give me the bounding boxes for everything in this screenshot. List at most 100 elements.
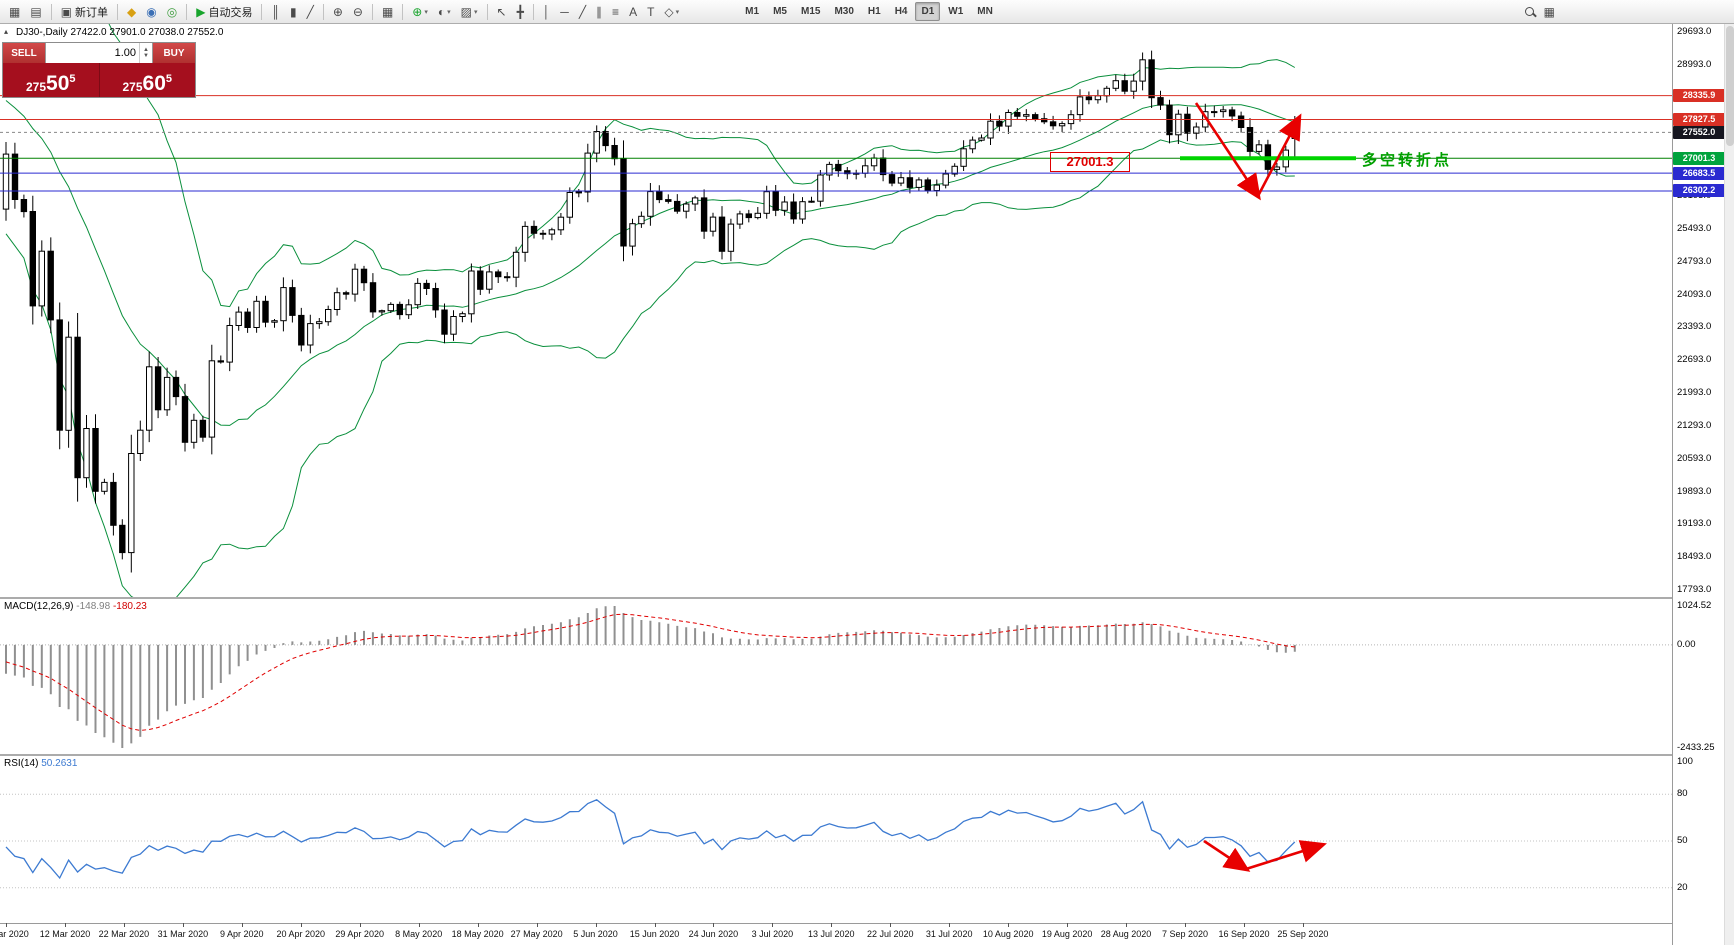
channel-icon: ∥ bbox=[596, 4, 603, 19]
pane-separator[interactable] bbox=[0, 597, 1672, 599]
channel-button[interactable]: ∥ bbox=[592, 2, 606, 22]
macd-axis-label: 1024.52 bbox=[1677, 600, 1712, 611]
time-axis-label: 8 May 2020 bbox=[395, 929, 443, 939]
chart-profiles-button[interactable]: ▤ bbox=[26, 2, 45, 22]
timeframe-mn[interactable]: MN bbox=[977, 6, 993, 17]
price-axis-border bbox=[1672, 24, 1673, 945]
toolbar-right: ▦ bbox=[1520, 2, 1560, 22]
price-annotation-box[interactable]: 27001.3 bbox=[1050, 152, 1130, 172]
timeframe-m15[interactable]: M15 bbox=[800, 6, 821, 17]
horizontal-lines[interactable] bbox=[0, 95, 1672, 192]
periods-icon: ◐ bbox=[437, 4, 446, 19]
volume-spinner[interactable]: ▲ ▼ bbox=[139, 43, 152, 63]
price-axis-label: 28993.0 bbox=[1677, 59, 1712, 70]
time-axis[interactable] bbox=[0, 923, 1672, 945]
fibonacci-icon: ≡ bbox=[612, 4, 620, 19]
toolbar-buttons: ▦ ▤ ▣ 新订单 ◆ ◉ ◎ ▶ 自动交易 ║ ▮ ╱ ⊕ ⊖ ▦ ⊕ ▾ ◐ ▾ ▨ ▾ ↖ ╋ │ ─ ╱ ∥ ≡ A T ◇ ▾ bbox=[4, 2, 684, 22]
spin-down-icon[interactable]: ▼ bbox=[143, 53, 149, 59]
indicators-icon: ⊕ bbox=[412, 4, 423, 19]
price-axis-label: 22693.0 bbox=[1677, 354, 1712, 365]
price-marker-badge: 26302.2 bbox=[1673, 184, 1725, 197]
macd-pane-label: MACD(12,26,9) -148.98 -180.23 bbox=[4, 601, 147, 612]
scrollbar-thumb[interactable] bbox=[1726, 26, 1734, 146]
macd-axis-label: -2433.25 bbox=[1677, 742, 1715, 753]
candlestick-chart-button[interactable]: ▮ bbox=[286, 2, 301, 22]
price-marker-badge: 26683.5 bbox=[1673, 167, 1725, 180]
price-axis-label: 20593.0 bbox=[1677, 453, 1712, 464]
toolbar-separator bbox=[117, 3, 119, 20]
turning-point-label[interactable]: 多空转折点 bbox=[1362, 152, 1453, 169]
time-axis-tick bbox=[300, 923, 302, 927]
timeframe-m1[interactable]: M1 bbox=[745, 6, 760, 17]
price-axis-label: 19193.0 bbox=[1677, 518, 1712, 529]
label-icon: T bbox=[647, 4, 655, 19]
time-axis-label: 31 Jul 2020 bbox=[925, 929, 973, 939]
time-axis-label: 22 Mar 2020 bbox=[98, 929, 150, 939]
zoom-in-button[interactable]: ⊕ bbox=[329, 2, 347, 22]
price-axis-label: 24093.0 bbox=[1677, 289, 1712, 300]
horizontal-line-button[interactable]: ─ bbox=[556, 2, 573, 22]
timeframe-w1[interactable]: W1 bbox=[948, 6, 964, 17]
cursor-button[interactable]: ↖ bbox=[493, 2, 511, 22]
timeframe-h1[interactable]: H1 bbox=[867, 6, 881, 17]
timeframe-m5[interactable]: M5 bbox=[773, 6, 787, 17]
rsi-axis-label: 50 bbox=[1677, 835, 1688, 846]
fibonacci-button[interactable]: ≡ bbox=[608, 2, 623, 22]
timeframe-m30[interactable]: M30 bbox=[834, 6, 854, 17]
toolbar-separator bbox=[186, 3, 188, 20]
text-button[interactable]: A bbox=[625, 2, 641, 22]
time-axis-label: 18 May 2020 bbox=[451, 929, 504, 939]
time-axis-label: 24 Jun 2020 bbox=[688, 929, 739, 939]
rsi-axis-label: 80 bbox=[1677, 788, 1688, 799]
chevron-down-icon[interactable]: ▾ bbox=[473, 8, 478, 16]
collapse-quote-icon[interactable]: ▴ bbox=[4, 27, 9, 36]
indicators-button[interactable]: ⊕ ▾ bbox=[408, 2, 432, 22]
market-watch-icon: ◉ bbox=[146, 4, 157, 19]
line-chart-button[interactable]: ╱ bbox=[303, 2, 318, 22]
periods-button[interactable]: ◐ ▾ bbox=[434, 2, 455, 22]
buy-price[interactable]: 275 60 5 bbox=[122, 72, 172, 95]
vertical-line-button[interactable]: │ bbox=[539, 2, 555, 22]
scrollbar[interactable] bbox=[1724, 24, 1734, 945]
navigator-button[interactable]: ◎ bbox=[163, 2, 181, 22]
time-axis-tick bbox=[595, 923, 597, 927]
sell-button[interactable]: SELL bbox=[3, 43, 45, 63]
search-symbol-icon bbox=[1524, 7, 1534, 16]
pane-separator[interactable] bbox=[0, 754, 1672, 756]
new-order-button[interactable]: ▣ 新订单 bbox=[57, 2, 112, 22]
zoom-out-button[interactable]: ⊖ bbox=[349, 2, 367, 22]
time-axis-tick bbox=[6, 923, 7, 927]
price-axis-label: 21293.0 bbox=[1677, 420, 1712, 431]
toolbar-separator bbox=[261, 3, 263, 20]
templates-button[interactable]: ▨ ▾ bbox=[457, 2, 482, 22]
time-axis-tick bbox=[1244, 923, 1245, 927]
label-button[interactable]: T bbox=[643, 2, 658, 22]
bar-chart-button[interactable]: ║ bbox=[267, 2, 284, 22]
cursor-icon: ↖ bbox=[496, 4, 507, 19]
rsi-pane bbox=[0, 793, 1672, 889]
chevron-down-icon[interactable]: ▾ bbox=[424, 8, 428, 16]
tile-windows-button[interactable]: ▦ bbox=[378, 2, 397, 22]
time-axis-label: 4 Mar 2020 bbox=[0, 929, 29, 939]
chevron-down-icon[interactable]: ▾ bbox=[675, 8, 680, 16]
search-symbol-button[interactable] bbox=[1521, 2, 1538, 22]
time-axis-tick bbox=[1126, 923, 1127, 927]
crosshair-button[interactable]: ╋ bbox=[513, 2, 528, 22]
market-watch-button[interactable]: ◉ bbox=[142, 2, 160, 22]
shapes-button[interactable]: ◇ ▾ bbox=[660, 2, 683, 22]
volume-input[interactable]: 1.00 ▲ ▼ bbox=[45, 43, 153, 63]
buy-button[interactable]: BUY bbox=[153, 43, 195, 63]
favorites-button[interactable]: ◆ bbox=[123, 2, 140, 22]
chevron-down-icon[interactable]: ▾ bbox=[447, 8, 451, 16]
rsi-pane-label: RSI(14) 50.2631 bbox=[4, 758, 77, 769]
time-axis-label: 13 Jul 2020 bbox=[808, 929, 855, 939]
time-axis-label: 28 Aug 2020 bbox=[1100, 929, 1152, 939]
new-chart-button[interactable]: ▦ bbox=[5, 2, 24, 22]
autotrading-button[interactable]: ▶ 自动交易 bbox=[192, 2, 256, 22]
timeframe-h4[interactable]: H4 bbox=[894, 6, 908, 17]
trendline-button[interactable]: ╱ bbox=[575, 2, 590, 22]
timeframe-d1[interactable]: D1 bbox=[915, 2, 941, 21]
sell-price[interactable]: 275 50 5 bbox=[3, 63, 100, 97]
price-axis-label: 18493.0 bbox=[1677, 551, 1712, 562]
popup-chart-button[interactable]: ▦ bbox=[1540, 2, 1559, 22]
